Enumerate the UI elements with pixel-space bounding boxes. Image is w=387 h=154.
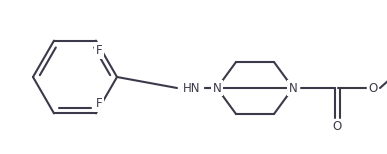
Text: O: O	[332, 120, 342, 134]
Text: N: N	[289, 81, 297, 95]
Text: O: O	[368, 81, 378, 95]
Text: HN: HN	[183, 81, 201, 95]
Text: F: F	[96, 44, 102, 57]
Text: N: N	[212, 81, 221, 95]
Text: F: F	[96, 97, 102, 110]
